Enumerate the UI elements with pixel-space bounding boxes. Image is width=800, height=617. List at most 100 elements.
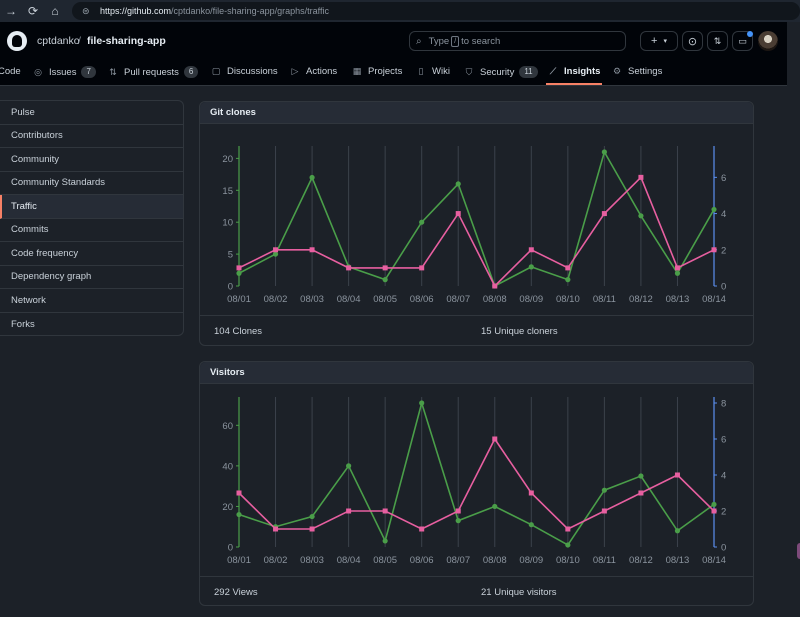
sidebar-item-pulse[interactable]: Pulse: [0, 101, 183, 125]
sidebar-item-dependency-graph[interactable]: Dependency graph: [0, 266, 183, 289]
sidebar-item-commits[interactable]: Commits: [0, 219, 183, 242]
create-new-button[interactable]: + ▾: [640, 31, 678, 51]
data-point-total[interactable]: [236, 270, 242, 276]
data-point-unique[interactable]: [638, 490, 644, 496]
data-point-total[interactable]: [346, 463, 352, 469]
data-point-total[interactable]: [601, 487, 607, 493]
data-point-total[interactable]: [528, 522, 534, 528]
avatar[interactable]: [758, 31, 778, 51]
data-point-total[interactable]: [565, 542, 571, 548]
data-point-unique[interactable]: [528, 490, 534, 496]
data-point-unique[interactable]: [419, 265, 425, 271]
data-point-unique[interactable]: [674, 472, 680, 478]
data-point-total[interactable]: [565, 277, 571, 283]
data-point-unique[interactable]: [273, 526, 279, 532]
data-point-unique[interactable]: [638, 174, 644, 180]
tab-discussions[interactable]: ▢ Discussions: [211, 66, 278, 77]
tab-pull-requests[interactable]: ⇅ Pull requests 6: [108, 66, 199, 78]
data-point-unique[interactable]: [711, 508, 717, 514]
scroll-handle[interactable]: [797, 543, 800, 559]
data-point-unique[interactable]: [382, 265, 388, 271]
visitors-chart: 0 20 40 60 0 2 4 6 8 08/01 08/02 08/03 08/04 08/05 08/…: [222, 397, 726, 566]
sidebar-item-community[interactable]: Community: [0, 148, 183, 172]
data-point-unique[interactable]: [382, 508, 388, 514]
repo-owner-link[interactable]: cptdanko: [37, 35, 80, 47]
data-point-total[interactable]: [711, 501, 717, 508]
data-point-total[interactable]: [638, 213, 644, 219]
data-point-total[interactable]: [455, 518, 461, 524]
tab-actions[interactable]: ▷ Actions: [290, 66, 338, 77]
forward-icon[interactable]: →: [5, 4, 17, 18]
x-tick-label: 08/04: [337, 294, 361, 305]
data-point-total[interactable]: [236, 511, 242, 518]
inbox-button[interactable]: ▭: [732, 31, 753, 51]
github-logo-icon[interactable]: [7, 31, 27, 51]
data-point-unique[interactable]: [565, 526, 571, 532]
data-point-unique[interactable]: [309, 526, 315, 532]
data-point-unique[interactable]: [455, 508, 461, 514]
data-point-total[interactable]: [309, 174, 315, 181]
data-point-total[interactable]: [382, 277, 388, 283]
address-bar[interactable]: ⊜ https://github.com/cptdanko/file-shari…: [72, 2, 800, 20]
data-point-total[interactable]: [674, 528, 681, 534]
reload-icon[interactable]: ⟳: [27, 4, 39, 18]
x-tick-label: 08/03: [300, 555, 324, 566]
site-info-icon[interactable]: ⊜: [82, 5, 90, 16]
data-point-unique[interactable]: [236, 265, 242, 271]
pull-requests-button[interactable]: ⇅: [707, 31, 728, 51]
data-point-unique[interactable]: [419, 526, 425, 532]
data-point-total[interactable]: [528, 264, 534, 270]
data-point-unique[interactable]: [528, 247, 534, 253]
data-point-total[interactable]: [711, 206, 717, 213]
data-point-unique[interactable]: [492, 436, 498, 442]
data-point-unique[interactable]: [674, 265, 680, 271]
data-point-unique[interactable]: [492, 283, 498, 289]
data-point-total[interactable]: [638, 473, 644, 479]
data-point-unique[interactable]: [309, 247, 315, 253]
data-point-unique[interactable]: [565, 265, 571, 271]
data-point-total[interactable]: [601, 149, 607, 155]
data-point-unique[interactable]: [455, 211, 461, 217]
data-point-unique[interactable]: [346, 265, 352, 271]
visitors-summary: 292 Views 21 Unique visitors: [200, 576, 753, 606]
tab-label: Projects: [368, 66, 403, 77]
tab-label: Discussions: [227, 66, 278, 77]
data-point-total[interactable]: [382, 538, 388, 544]
sidebar-item-network[interactable]: Network: [0, 289, 183, 313]
issues-button[interactable]: ⊙: [682, 31, 703, 51]
data-point-total[interactable]: [419, 400, 425, 406]
data-point-total[interactable]: [419, 219, 425, 225]
x-tick-label: 08/03: [300, 294, 324, 305]
data-point-total[interactable]: [272, 251, 279, 257]
data-point-unique[interactable]: [273, 247, 279, 253]
data-point-total[interactable]: [309, 513, 315, 520]
data-point-total[interactable]: [674, 270, 681, 276]
data-point-total[interactable]: [492, 503, 498, 510]
data-point-unique[interactable]: [236, 490, 242, 496]
data-point-unique[interactable]: [601, 211, 607, 217]
tab-security[interactable]: ⛉ Security 11: [464, 66, 538, 78]
tab-code[interactable]: Code: [0, 66, 21, 77]
tab-settings[interactable]: ⚙ Settings: [612, 66, 662, 77]
tab-projects[interactable]: ▦ Projects: [352, 66, 403, 77]
home-icon[interactable]: ⌂: [51, 4, 59, 18]
pull-request-icon: ⇅: [713, 35, 722, 46]
x-tick-label: 08/10: [556, 294, 580, 305]
notification-dot: [747, 31, 753, 37]
data-point-total[interactable]: [455, 181, 461, 187]
tab-wiki[interactable]: ▯ Wiki: [416, 66, 450, 77]
data-point-unique[interactable]: [601, 508, 607, 514]
sidebar-item-traffic[interactable]: Traffic: [0, 195, 183, 219]
sidebar-item-community-standards[interactable]: Community Standards: [0, 172, 183, 195]
repo-name-link[interactable]: file-sharing-app: [87, 35, 166, 47]
data-point-unique[interactable]: [711, 247, 717, 253]
git-clones-panel: Git clones 0 5 10 15 20 0 2 4 6 08/01 08/02 08/03 08…: [199, 101, 754, 346]
tab-issues[interactable]: ◎ Issues 7: [33, 66, 96, 78]
data-point-unique[interactable]: [346, 508, 352, 514]
search-input[interactable]: ⌕ Type / to search: [409, 31, 626, 51]
x-tick-label: 08/11: [593, 555, 616, 566]
sidebar-item-code-frequency[interactable]: Code frequency: [0, 242, 183, 266]
sidebar-item-forks[interactable]: Forks: [11, 318, 35, 330]
tab-insights[interactable]: ⟋ Insights: [548, 66, 601, 77]
sidebar-item-contributors[interactable]: Contributors: [0, 125, 183, 148]
